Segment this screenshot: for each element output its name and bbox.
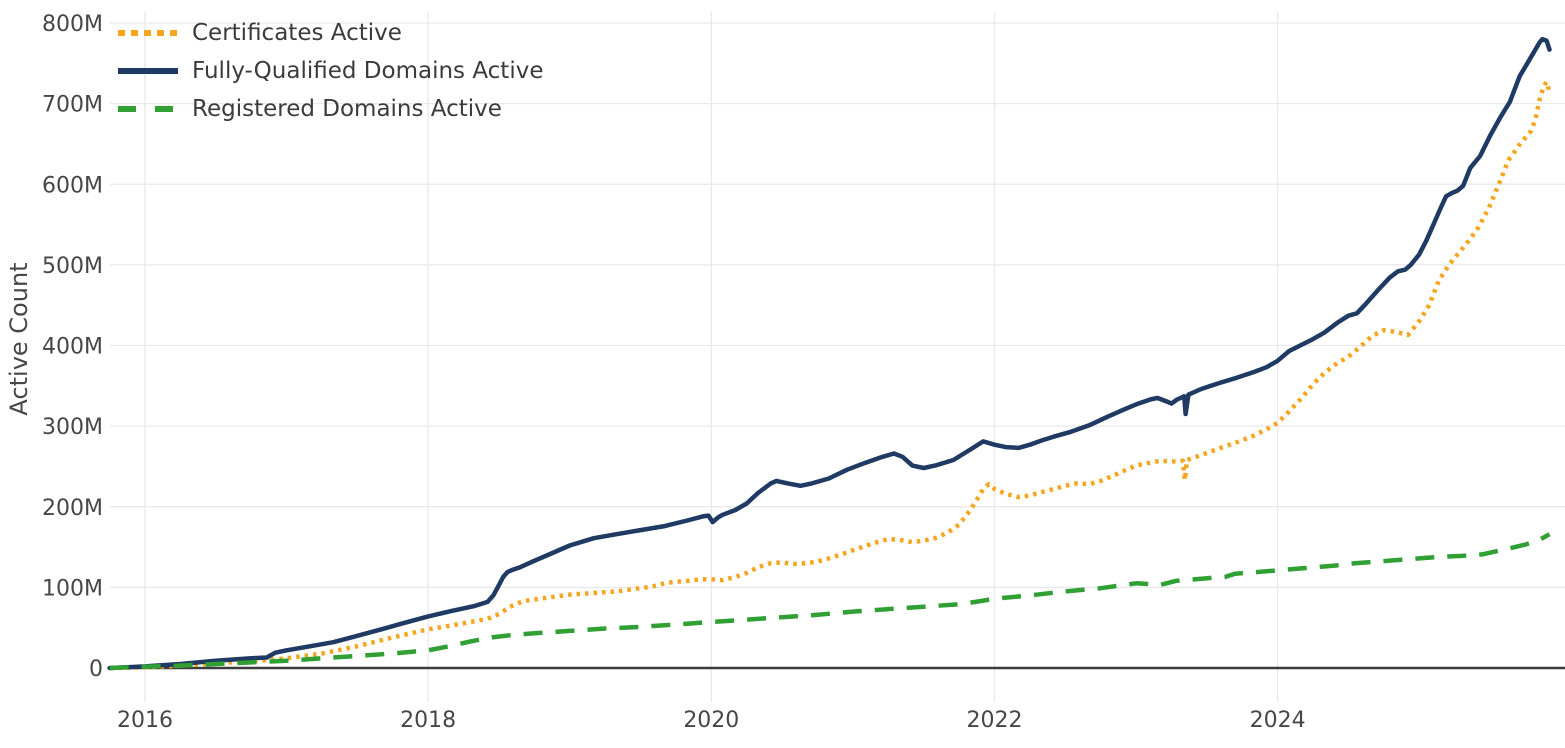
- x-tick-label: 2016: [117, 708, 173, 733]
- legend-item-registered-domains-active[interactable]: Registered Domains Active: [117, 90, 543, 128]
- y-axis-title: Active Count: [5, 262, 33, 415]
- x-tick-label: 2022: [966, 708, 1022, 733]
- x-tick-label: 2020: [683, 708, 739, 733]
- y-tick-label: 600M: [42, 173, 103, 198]
- registered-domains-active-line: [109, 532, 1551, 671]
- certificates-line-swatch-icon: [118, 30, 178, 36]
- y-tick-label: 700M: [42, 93, 103, 118]
- x-tick-label: 2024: [1250, 708, 1306, 733]
- legend-label: Certificates Active: [192, 20, 402, 46]
- fqdn-line-swatch-icon: [118, 68, 178, 74]
- x-tick-label: 2018: [400, 708, 456, 733]
- y-tick-label: 300M: [42, 415, 103, 440]
- y-tick-label: 500M: [42, 254, 103, 279]
- y-tick-label: 0: [89, 657, 103, 682]
- gridlines: [110, 12, 1565, 702]
- y-tick-label: 200M: [42, 496, 103, 521]
- legend-label: Fully-Qualified Domains Active: [192, 58, 544, 84]
- y-tick-label: 100M: [42, 576, 103, 601]
- certificates-active-line: [109, 79, 1552, 671]
- registered-domains-line-swatch-icon: [118, 106, 178, 112]
- series-lines: [107, 36, 1552, 671]
- y-tick-label: 400M: [42, 335, 103, 360]
- legend-label: Registered Domains Active: [192, 96, 502, 122]
- tick-labels: 0 100M 200M 300M 400M 500M 600M 700M 800M 2016 201…: [42, 12, 1306, 733]
- legend-item-fully-qualified-domains-active[interactable]: Fully-Qualified Domains Active: [117, 52, 543, 90]
- y-tick-label: 800M: [42, 12, 103, 37]
- fully-qualified-domains-active-line: [107, 36, 1552, 671]
- legend: Certificates Active Fully-Qualified Doma…: [117, 14, 543, 128]
- legend-item-certificates-active[interactable]: Certificates Active: [117, 14, 543, 52]
